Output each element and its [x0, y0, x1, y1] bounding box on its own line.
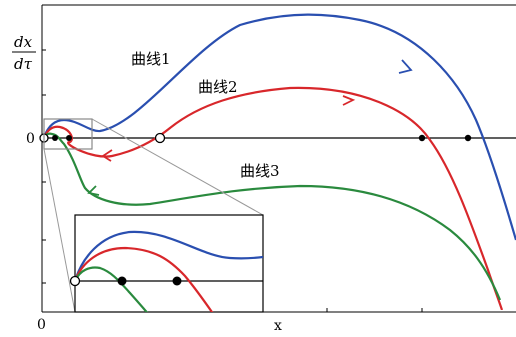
ylabel-denominator: dτ: [14, 55, 33, 73]
zoom-region-box: [43, 118, 93, 150]
fixed-point-open: [154, 132, 166, 144]
x-zero-label: 0: [37, 317, 46, 333]
zoom-connector-right: [91, 118, 264, 216]
inset-curve-3: [75, 266, 149, 312]
inset-fixed-point: [117, 276, 127, 286]
curve-1-label: 曲线1: [131, 50, 171, 68]
inset-frame: [74, 214, 264, 313]
curve-2-arrow-back: [101, 149, 113, 162]
curve-2-label: 曲线2: [198, 78, 238, 96]
y-zero-label: 0: [26, 131, 35, 147]
inset-curve-2: [75, 246, 214, 312]
inset-curve-1: [75, 230, 263, 282]
zoom-connector-left: [43, 148, 76, 313]
curve-3-arrow: [87, 185, 100, 196]
fixed-points: [39, 132, 472, 144]
curve-1-line: [42, 13, 516, 241]
fixed-point: [66, 135, 72, 141]
ylabel-numerator: dx: [14, 33, 33, 51]
inset-fixed-point: [172, 276, 182, 286]
curve-1-arrow: [398, 59, 413, 74]
inset-fixed-point-origin: [69, 275, 81, 287]
inset-zoom: [69, 214, 264, 313]
fixed-point: [464, 134, 472, 142]
fixed-point: [52, 135, 58, 141]
fixed-point: [418, 134, 426, 142]
curve-2-arrow: [342, 95, 356, 106]
curve-3-label: 曲线3: [240, 162, 280, 180]
x-axis-label: x: [274, 318, 282, 334]
